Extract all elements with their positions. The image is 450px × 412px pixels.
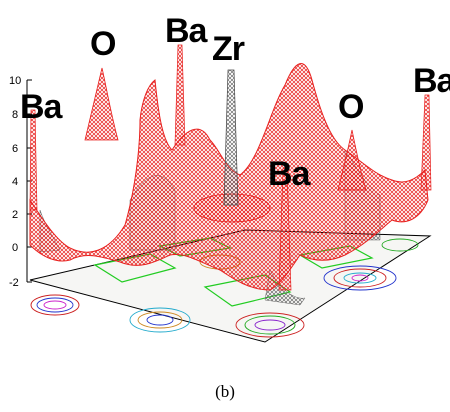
- atom-labels: O Ba Zr Ba O Ba Ba: [20, 12, 450, 193]
- z-tick-label: 8: [12, 109, 18, 121]
- z-tick-label: -2: [9, 277, 19, 289]
- z-tick-label: 4: [12, 176, 18, 188]
- atom-label-ba-right: Ba: [413, 62, 450, 100]
- atom-label-ba-left: Ba: [20, 88, 64, 126]
- z-tick-label: 10: [9, 75, 21, 87]
- atom-label-o-left: O: [90, 25, 116, 63]
- atom-label-o-right: O: [338, 88, 364, 126]
- z-axis: 10 8 6 4 2 0 -2: [9, 75, 32, 289]
- atom-label-ba-top: Ba: [165, 12, 209, 50]
- surface-red-mesh: [29, 44, 432, 291]
- atom-label-zr: Zr: [212, 30, 245, 68]
- z-tick-label: 0: [12, 242, 18, 254]
- atom-label-ba-center: Ba: [268, 155, 312, 193]
- figure-caption: (b): [215, 382, 235, 401]
- density-surface-plot: 10 8 6 4 2 0 -2: [9, 12, 450, 343]
- z-tick-label: 6: [12, 143, 18, 155]
- z-tick-label: 2: [12, 209, 18, 221]
